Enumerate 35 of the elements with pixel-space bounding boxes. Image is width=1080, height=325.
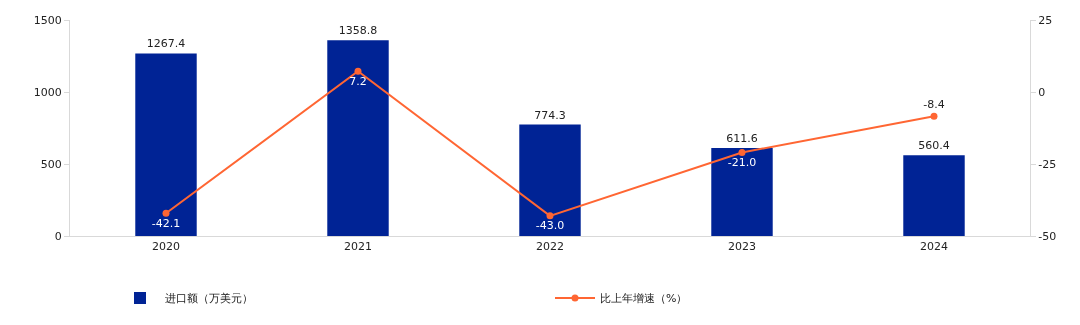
y2-tick-label: 25 [1038, 13, 1053, 27]
bar [903, 155, 965, 236]
data-label: 7.2 [349, 74, 367, 88]
bar [327, 40, 389, 236]
x-tick-label: 2021 [344, 240, 372, 254]
data-label: 560.4 [918, 139, 950, 153]
data-label: 1358.8 [338, 24, 378, 38]
point [738, 148, 746, 156]
data-label: -42.1 [151, 216, 181, 230]
data-label: 611.6 [726, 131, 758, 145]
y2-tick-label: -25 [1038, 157, 1057, 171]
x-tick-label: 2023 [728, 240, 756, 254]
legend-label: 比上年增速（%） [600, 292, 688, 306]
legend-label: 进口额（万美元） [165, 292, 253, 306]
data-label: -43.0 [535, 219, 565, 233]
point [162, 209, 170, 217]
data-label: -21.0 [727, 156, 757, 170]
x-tick-label: 2022 [536, 240, 564, 254]
y-tick-label: 1000 [33, 85, 62, 99]
y-tick-label: 500 [40, 157, 62, 171]
y2-tick-label: 0 [1038, 85, 1046, 99]
y-tick-label: 0 [54, 229, 62, 243]
bar [519, 124, 581, 236]
data-label: -8.4 [923, 98, 945, 112]
x-tick-label: 2024 [920, 240, 948, 254]
data-label: 774.3 [534, 108, 566, 122]
point [930, 112, 938, 120]
point [354, 67, 362, 75]
point [546, 212, 554, 220]
y-tick-label: 1500 [33, 13, 62, 27]
x-tick-label: 2020 [152, 240, 180, 254]
data-label: 1267.4 [146, 37, 186, 51]
bar [135, 53, 197, 236]
bar [711, 147, 773, 236]
y2-tick-label: -50 [1038, 229, 1057, 243]
